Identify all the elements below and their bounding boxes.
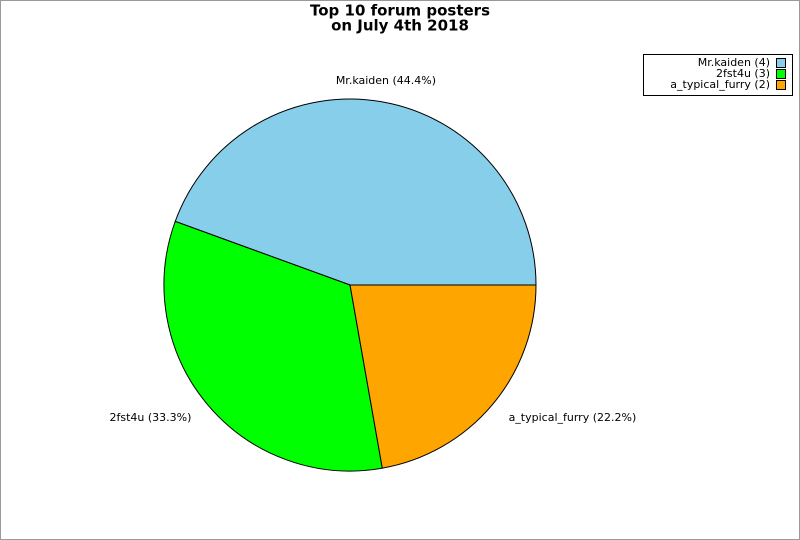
legend-box (643, 54, 793, 96)
legend-swatch (776, 80, 786, 90)
chart-title: Top 10 forum posters (310, 2, 490, 20)
legend-label: Mr.kaiden (4) (698, 56, 770, 69)
legend-label: a_typical_furry (2) (670, 78, 770, 91)
slice-label: Mr.kaiden (44.4%) (336, 74, 436, 87)
slice-label: a_typical_furry (22.2%) (509, 411, 637, 424)
slice-label: 2fst4u (33.3%) (110, 411, 192, 424)
pie-slice (349, 284, 537, 469)
pie-slice (174, 98, 537, 286)
legend-label: 2fst4u (3) (716, 67, 770, 80)
legend-swatch (776, 58, 786, 68)
legend-swatch (776, 69, 786, 79)
pie-slice (163, 220, 383, 472)
chart-title: on July 4th 2018 (331, 17, 469, 35)
